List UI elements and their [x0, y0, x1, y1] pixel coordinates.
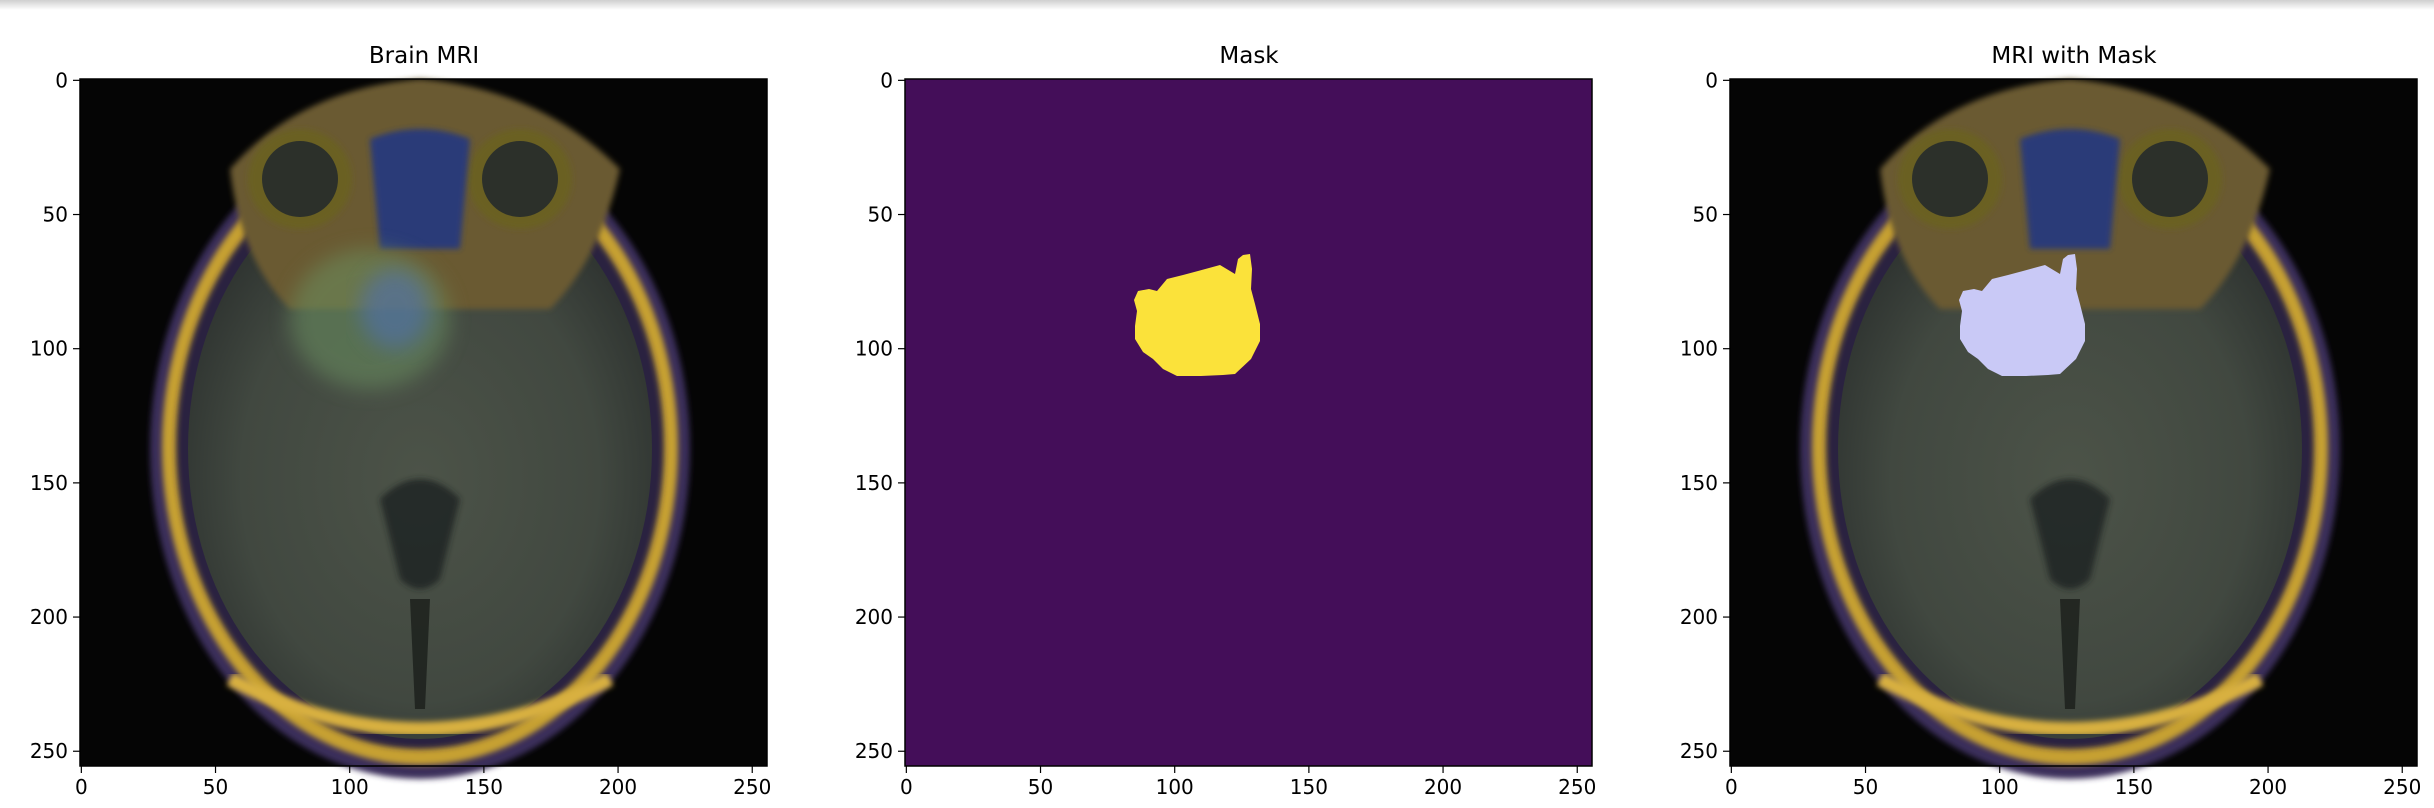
y-tick-label: 50 — [868, 203, 893, 227]
y-tick-label: 100 — [30, 337, 68, 361]
x-tick-label: 50 — [203, 775, 228, 799]
x-tick-label: 150 — [465, 775, 503, 799]
x-tick-label: 50 — [1853, 775, 1878, 799]
x-tick-label: 100 — [331, 775, 369, 799]
x-tick-label: 150 — [2115, 775, 2153, 799]
y-tick-label: 150 — [1680, 471, 1718, 495]
y-tick-label: 250 — [855, 739, 893, 763]
axes-frame — [1729, 78, 2418, 767]
top-shadow-strip — [0, 0, 2434, 10]
y-tick-label: 0 — [1705, 68, 1718, 92]
x-tick-label: 100 — [1156, 775, 1194, 799]
overlay-lesion-region — [1959, 254, 2085, 376]
y-tick-label: 100 — [1680, 337, 1718, 361]
axes-frame — [79, 78, 768, 767]
x-tick-label: 50 — [1028, 775, 1053, 799]
x-tick-label: 200 — [599, 775, 637, 799]
y-tick-label: 200 — [30, 605, 68, 629]
axes-panel-1: 0 50 100 150 200 250 0 50 100 150 200 250 — [30, 68, 772, 799]
panel-title-mri-with-mask: MRI with Mask — [1991, 43, 2157, 69]
y-tick-label: 200 — [855, 605, 893, 629]
panel-mri-with-mask: MRI with Mask — [1730, 43, 2417, 779]
y-tick-label: 250 — [1680, 739, 1718, 763]
mask-image — [905, 79, 1592, 766]
y-tick-label: 0 — [55, 68, 68, 92]
y-tick-label: 100 — [855, 337, 893, 361]
x-tick-label: 250 — [733, 775, 771, 799]
y-tick-label: 50 — [1693, 203, 1718, 227]
axes-panel-2: 0 50 100 150 200 250 0 50 100 150 200 250 — [855, 68, 1597, 799]
y-tick-label: 250 — [30, 739, 68, 763]
panel-title-mask: Mask — [1219, 43, 1279, 69]
y-tick-label: 150 — [30, 471, 68, 495]
x-tick-label: 250 — [2383, 775, 2421, 799]
x-tick-label: 200 — [1424, 775, 1462, 799]
y-tick-label: 0 — [880, 68, 893, 92]
axes-panel-3: 0 50 100 150 200 250 0 50 100 150 200 250 — [1680, 68, 2422, 799]
x-tick-label: 200 — [2249, 775, 2287, 799]
overlay-image — [1730, 79, 2417, 779]
axes-layer: 0 50 100 150 200 250 0 50 100 150 200 250 0 50 100 150 2… — [30, 68, 2422, 799]
axes-frame — [904, 78, 1593, 767]
x-tick-label: 250 — [1558, 775, 1596, 799]
mri-image — [80, 79, 767, 779]
panel-mask: Mask — [905, 43, 1592, 766]
y-tick-label: 50 — [43, 203, 68, 227]
y-tick-label: 200 — [1680, 605, 1718, 629]
panel-brain-mri: Brain MRI — [80, 43, 767, 779]
mask-lesion-region — [1134, 254, 1260, 376]
x-tick-label: 0 — [75, 775, 88, 799]
y-tick-label: 150 — [855, 471, 893, 495]
x-tick-label: 0 — [1725, 775, 1738, 799]
x-tick-label: 150 — [1290, 775, 1328, 799]
x-tick-label: 100 — [1981, 775, 2019, 799]
panel-title-brain-mri: Brain MRI — [369, 43, 479, 69]
x-tick-label: 0 — [900, 775, 913, 799]
